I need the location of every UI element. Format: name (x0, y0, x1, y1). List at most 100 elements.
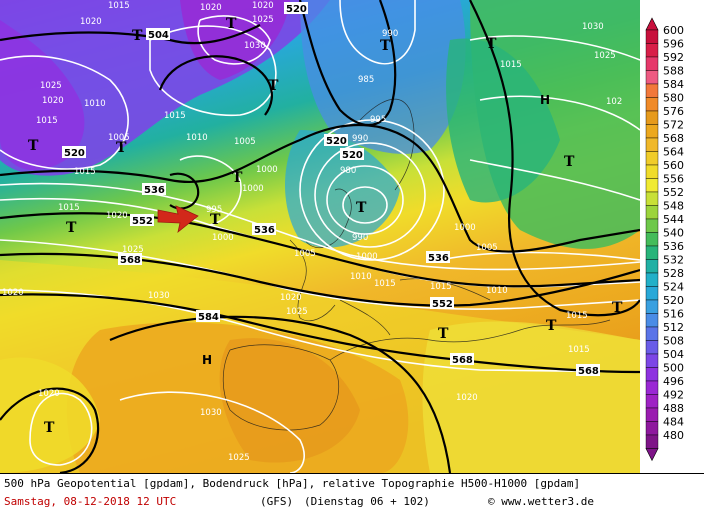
svg-text:1015: 1015 (164, 111, 186, 121)
legend-swatch (645, 434, 659, 449)
legend-label: 572 (663, 119, 684, 132)
svg-text:1005: 1005 (108, 133, 130, 143)
high-center: H (540, 93, 550, 107)
svg-text:1020: 1020 (252, 1, 274, 11)
legend-swatch (645, 299, 659, 314)
legend-label: 540 (663, 227, 684, 240)
copyright-link[interactable]: © www.wetter3.de (488, 495, 594, 508)
legend-label: 536 (663, 240, 684, 253)
legend-label: 600 (663, 24, 684, 37)
legend-swatch (645, 178, 659, 193)
legend-swatch (645, 56, 659, 71)
low-center: T (210, 212, 221, 228)
low-center: T (612, 300, 623, 316)
caption-title: 500 hPa Geopotential [gpdam], Bodendruck… (4, 477, 581, 490)
svg-text:1020: 1020 (80, 17, 102, 27)
legend-label: 552 (663, 186, 684, 199)
svg-text:990: 990 (382, 29, 398, 39)
svg-text:1020: 1020 (38, 389, 60, 399)
low-center: T (438, 326, 449, 342)
legend-swatch (645, 407, 659, 422)
svg-text:1015: 1015 (500, 60, 522, 70)
svg-text:1015: 1015 (430, 282, 452, 292)
low-center: T (356, 200, 367, 216)
legend-swatch (645, 97, 659, 112)
svg-text:520: 520 (286, 4, 307, 15)
legend-label: 560 (663, 159, 684, 172)
svg-text:584: 584 (198, 312, 219, 323)
svg-text:1030: 1030 (582, 22, 604, 32)
svg-text:1010: 1010 (350, 272, 372, 282)
svg-text:1000: 1000 (256, 165, 278, 175)
svg-text:568: 568 (452, 355, 473, 366)
svg-text:520: 520 (326, 136, 347, 147)
legend-arrow-top (645, 17, 659, 31)
svg-text:990: 990 (352, 134, 368, 144)
legend-label: 576 (663, 105, 684, 118)
low-center: T (564, 154, 575, 170)
legend-swatch (645, 340, 659, 355)
svg-text:1010: 1010 (486, 286, 508, 296)
svg-text:536: 536 (254, 225, 275, 236)
legend-label: 484 (663, 416, 684, 429)
svg-text:995: 995 (206, 205, 222, 215)
legend-swatch (645, 259, 659, 274)
legend-label: 588 (663, 65, 684, 78)
low-center: T (28, 138, 39, 154)
legend-label: 528 (663, 267, 684, 280)
svg-text:568: 568 (578, 366, 599, 377)
svg-text:1005: 1005 (234, 137, 256, 147)
low-center: T (132, 28, 143, 44)
legend-swatch (645, 232, 659, 247)
legend-swatch (645, 326, 659, 341)
legend-swatch (645, 205, 659, 220)
field-magenta-north (180, 0, 290, 80)
svg-text:504: 504 (148, 30, 169, 41)
legend-label: 492 (663, 389, 684, 402)
field-orange-iberia (219, 338, 360, 463)
svg-text:1000: 1000 (242, 184, 264, 194)
svg-text:1020: 1020 (106, 211, 128, 221)
legend-label: 488 (663, 402, 684, 415)
svg-text:1025: 1025 (594, 51, 616, 61)
svg-text:1015: 1015 (36, 116, 58, 126)
svg-text:1025: 1025 (286, 307, 308, 317)
legend-swatch (645, 83, 659, 98)
legend-label: 556 (663, 173, 684, 186)
legend-label: 520 (663, 294, 684, 307)
legend-swatch (645, 245, 659, 260)
field-cyan-low-center (285, 130, 400, 248)
legend-label: 532 (663, 254, 684, 267)
legend-label: 544 (663, 213, 684, 226)
legend-label: 516 (663, 308, 684, 321)
low-center: T (116, 140, 127, 156)
low-center: T (66, 220, 77, 236)
legend-swatch (645, 124, 659, 139)
legend-swatch (645, 70, 659, 85)
svg-text:1020: 1020 (200, 3, 222, 13)
svg-text:568: 568 (120, 255, 141, 266)
legend-swatch (645, 380, 659, 395)
field-yellow-east (422, 321, 640, 473)
model-name: (GFS) (260, 495, 294, 508)
legend-label: 596 (663, 38, 684, 51)
isobar-labels: 1020 1015 1020 1025 1030 1025 1020 1010 … (2, 1, 622, 463)
color-legend: 6005965925885845805765725685645605565525… (645, 17, 684, 462)
legend-swatch (645, 313, 659, 328)
svg-text:1025: 1025 (122, 245, 144, 255)
svg-text:552: 552 (132, 216, 153, 227)
low-center: T (226, 16, 237, 32)
legend-swatch (645, 353, 659, 368)
svg-text:1015: 1015 (58, 203, 80, 213)
legend-swatch (645, 191, 659, 206)
svg-text:536: 536 (428, 253, 449, 264)
legend-swatch (645, 151, 659, 166)
field-deep-purple-nw (0, 20, 85, 170)
legend-arrow-bottom (645, 448, 659, 462)
svg-text:1015: 1015 (108, 1, 130, 11)
legend-swatch (645, 164, 659, 179)
legend-swatch (645, 218, 659, 233)
svg-text:1020: 1020 (2, 288, 24, 298)
svg-text:552: 552 (432, 299, 453, 310)
